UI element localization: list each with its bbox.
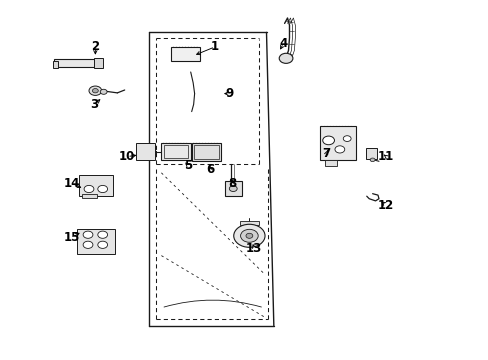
Circle shape	[229, 186, 237, 192]
Circle shape	[83, 231, 93, 238]
Bar	[191, 143, 221, 161]
Text: 10: 10	[119, 150, 135, 163]
Circle shape	[83, 241, 93, 248]
Bar	[325, 160, 337, 166]
Circle shape	[279, 53, 292, 63]
Bar	[171, 47, 200, 61]
Bar	[239, 221, 259, 225]
Text: 11: 11	[377, 150, 394, 163]
Text: 7: 7	[322, 147, 330, 159]
Bar	[136, 143, 154, 160]
Circle shape	[92, 89, 98, 93]
Text: 15: 15	[64, 231, 81, 244]
Text: 12: 12	[377, 199, 394, 212]
Text: 3: 3	[90, 98, 98, 111]
Circle shape	[98, 231, 107, 238]
Circle shape	[322, 136, 334, 145]
Bar	[79, 175, 113, 196]
Circle shape	[100, 89, 107, 94]
Circle shape	[233, 224, 264, 247]
Bar	[224, 181, 242, 196]
Text: 1: 1	[211, 40, 219, 53]
Bar	[53, 61, 58, 68]
Bar	[161, 143, 190, 160]
Circle shape	[98, 185, 107, 193]
Bar	[82, 194, 97, 198]
Bar	[194, 145, 218, 159]
Text: 4: 4	[279, 37, 287, 50]
Text: 5: 5	[184, 159, 192, 172]
Text: 2: 2	[91, 40, 99, 53]
Circle shape	[334, 146, 344, 153]
Text: 13: 13	[245, 242, 262, 255]
Bar	[94, 58, 102, 68]
Circle shape	[84, 185, 94, 193]
Bar	[365, 148, 376, 159]
Circle shape	[245, 233, 252, 238]
Circle shape	[89, 86, 102, 95]
Circle shape	[369, 158, 374, 162]
Text: 8: 8	[228, 177, 236, 190]
Text: 6: 6	[206, 163, 214, 176]
Bar	[77, 229, 115, 254]
Text: 14: 14	[64, 177, 81, 190]
Bar	[54, 59, 95, 67]
Text: 9: 9	[225, 87, 233, 100]
Circle shape	[98, 241, 107, 248]
Circle shape	[343, 136, 350, 141]
Bar	[164, 145, 187, 158]
Circle shape	[240, 229, 258, 242]
Bar	[320, 126, 355, 160]
